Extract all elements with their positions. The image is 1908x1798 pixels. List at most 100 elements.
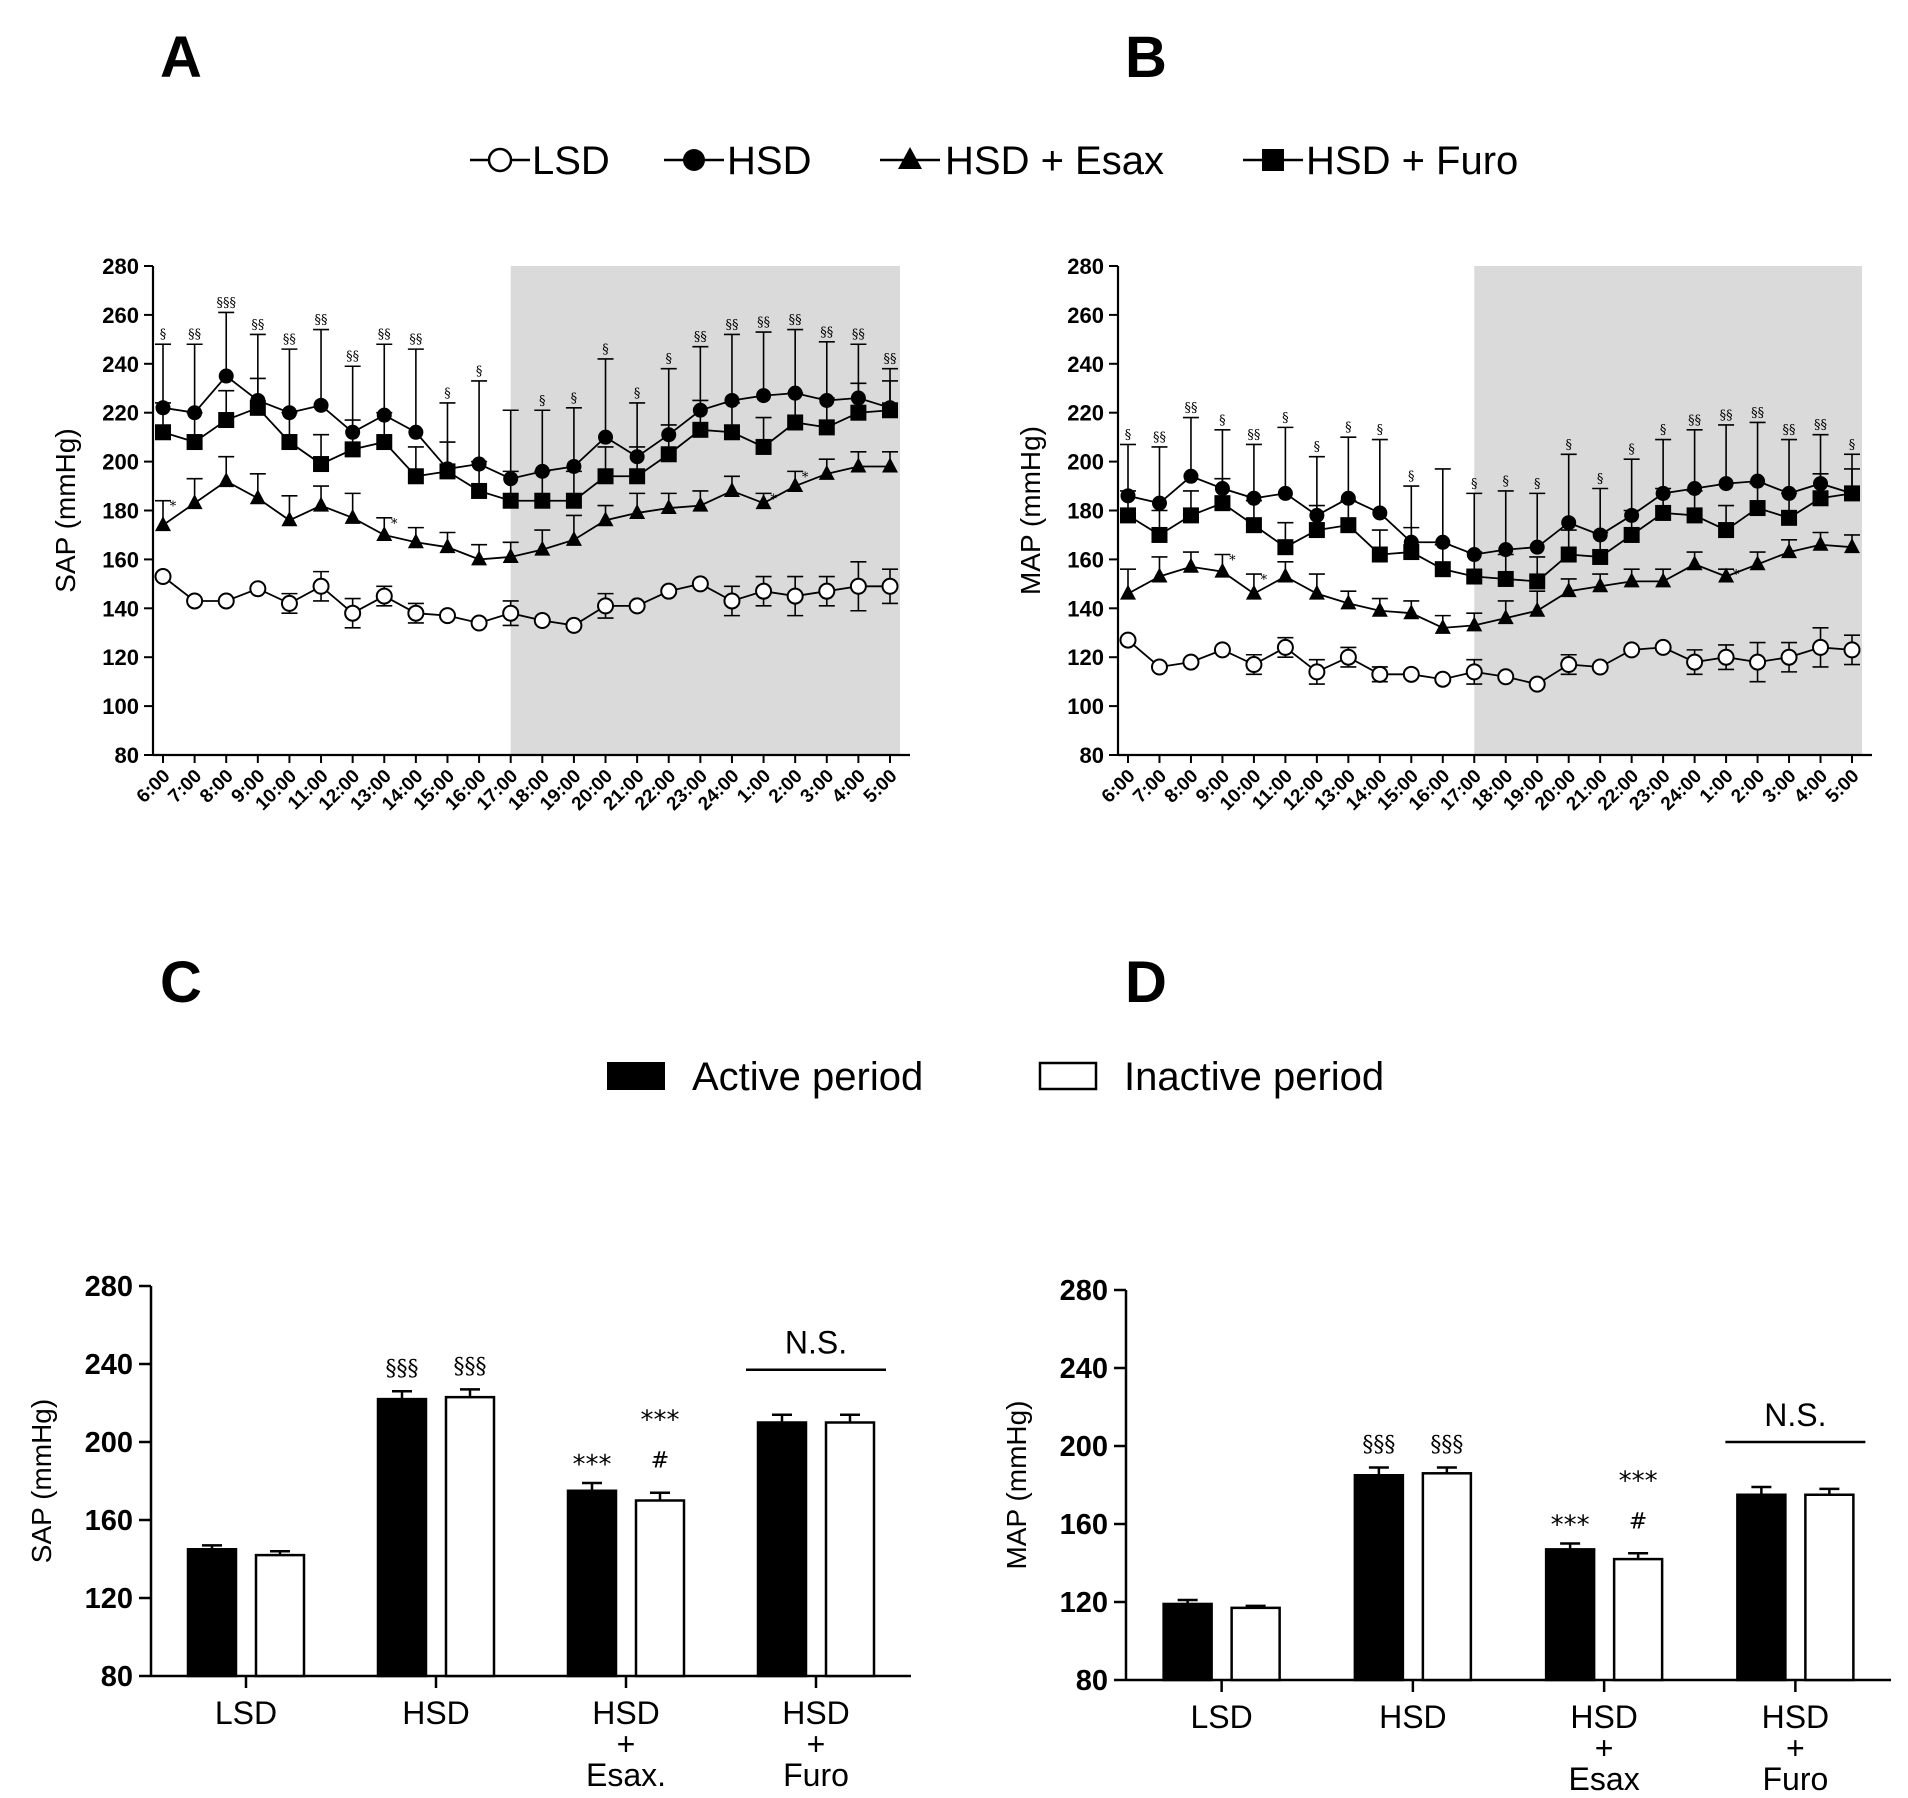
significance-label: §§ [283, 332, 296, 347]
bar-active [1162, 1602, 1213, 1682]
y-axis-label: SAP (mmHg) [50, 428, 81, 592]
x-tick-label: 4:00 [828, 766, 870, 808]
series-line [162, 465, 890, 561]
data-point [1434, 670, 1452, 688]
data-point [818, 464, 835, 480]
legend-swatch-active [607, 1062, 665, 1090]
y-tick-label: 280 [102, 254, 139, 279]
data-point [1529, 573, 1546, 590]
data-point [1151, 567, 1168, 583]
data-point [565, 530, 582, 546]
bar-active [756, 1421, 808, 1678]
y-tick-label: 200 [1067, 450, 1104, 475]
significance-label: §§ [188, 327, 201, 342]
y-tick-label: 160 [102, 547, 139, 572]
data-point [629, 468, 646, 485]
significance-label: § [602, 342, 609, 357]
legend-item-hsd: HSD [664, 139, 811, 183]
legend-label-active: Active period [692, 1055, 923, 1099]
data-point [1623, 572, 1640, 588]
data-point [502, 547, 519, 563]
data-point [1497, 570, 1514, 587]
data-point [1371, 665, 1389, 683]
data-point [1812, 535, 1829, 551]
x-tick-label: 1:00 [733, 766, 775, 808]
significance-label: §§ [1720, 408, 1733, 423]
series-hsd-esax [155, 451, 898, 566]
data-point [1214, 495, 1231, 512]
data-point [1844, 485, 1860, 502]
data-point [1687, 480, 1703, 496]
hash-label: # [1629, 1509, 1647, 1534]
significance-label: §§ [694, 330, 707, 345]
data-point [1780, 648, 1798, 666]
series-hsd-furo [155, 377, 898, 509]
data-point [313, 496, 330, 512]
data-point [1372, 505, 1388, 521]
data-point [1182, 557, 1199, 573]
data-point [533, 612, 551, 630]
significance-label: §§ [251, 317, 264, 332]
y-tick-label: 220 [1067, 401, 1104, 426]
data-point [723, 481, 740, 497]
data-point [1465, 663, 1483, 681]
panel-letter-d: D [1125, 950, 1167, 1015]
category-label: HSD [1762, 1699, 1830, 1735]
data-point [660, 446, 677, 463]
category-label: HSD [1570, 1699, 1638, 1735]
data-point [502, 492, 519, 509]
data-point [218, 472, 235, 488]
data-point [280, 594, 298, 612]
legend-swatch-inactive [1038, 1061, 1098, 1091]
significance-label: §§ [1153, 430, 1166, 445]
data-point [1276, 638, 1294, 656]
data-point [471, 482, 488, 499]
x-tick-label: 2:00 [1727, 766, 1769, 808]
data-point [218, 412, 235, 429]
data-point [756, 388, 772, 404]
ns-label: N.S. [1764, 1397, 1826, 1433]
significance-label: § [1565, 437, 1572, 452]
data-point [1655, 572, 1672, 588]
x-tick-label: 7:00 [164, 766, 206, 808]
data-point [1844, 538, 1860, 554]
data-point [1339, 648, 1357, 666]
data-point [597, 468, 614, 485]
bar-active [1736, 1493, 1787, 1682]
bar-inactive [1612, 1557, 1664, 1682]
data-point [344, 508, 361, 524]
category-label: + [1786, 1730, 1805, 1766]
category-label: HSD [782, 1695, 850, 1731]
data-point [1561, 515, 1577, 531]
data-point [1529, 539, 1545, 555]
data-point [1529, 601, 1546, 617]
data-point [438, 607, 456, 625]
y-tick-label: 120 [1067, 645, 1104, 670]
data-point [344, 604, 362, 622]
significance-label: § [1408, 469, 1415, 484]
significance-label: § [1849, 437, 1856, 452]
y-tick-label: 240 [85, 1349, 133, 1381]
x-tick-label: 8:00 [1161, 766, 1203, 808]
significance-label: § [476, 364, 483, 379]
data-point [1403, 604, 1420, 620]
significance-label: § [444, 386, 451, 401]
significance-label: §§ [757, 315, 770, 330]
star-marker: * [770, 492, 777, 507]
data-point [1245, 584, 1262, 600]
bar-inactive [634, 1499, 686, 1678]
data-point [1528, 675, 1546, 693]
data-point [628, 597, 646, 615]
data-point [850, 404, 867, 421]
data-point [154, 568, 172, 586]
y-tick-label: 100 [1067, 694, 1104, 719]
data-point [1750, 473, 1766, 489]
y-tick-label: 260 [102, 303, 139, 328]
legend-item-hsd-furo: HSD + Furo [1243, 139, 1518, 183]
data-point [534, 540, 551, 556]
category-label: Esax. [586, 1757, 666, 1793]
panel-letter-b: B [1125, 25, 1167, 90]
significance-label: § [539, 393, 546, 408]
y-tick-label: 160 [85, 1505, 133, 1537]
